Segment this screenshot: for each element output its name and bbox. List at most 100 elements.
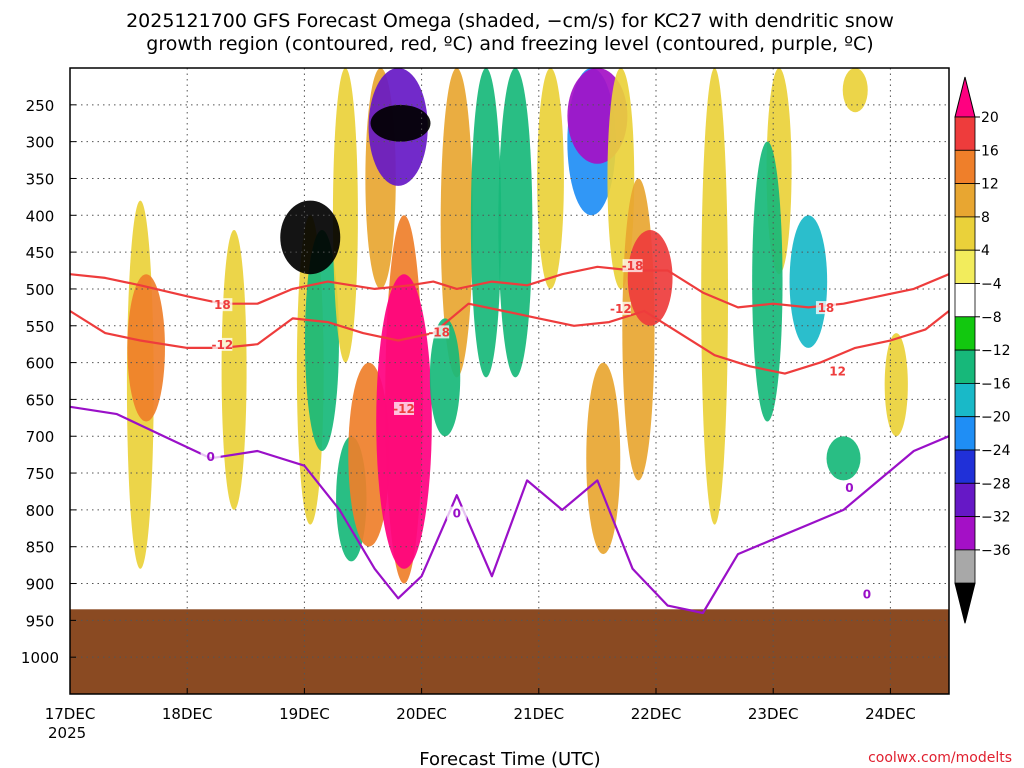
colorbar-label-7: −12 <box>981 343 1011 359</box>
omega-blob-24 <box>627 230 673 326</box>
colorbar-label-1: 16 <box>981 143 999 159</box>
y-tick-label-400: 400 <box>26 207 55 225</box>
colorbar-swatch-10 <box>954 449 976 484</box>
colorbar-swatch-0 <box>954 116 976 151</box>
y-tick-label-600: 600 <box>26 355 55 373</box>
colorbar-label-5: −4 <box>981 277 1002 293</box>
omega-blob-25 <box>701 68 728 525</box>
colorbar-label-9: −20 <box>981 410 1011 426</box>
x-tick-label-0: 17DEC <box>45 705 96 723</box>
y-tick-label-450: 450 <box>26 244 55 262</box>
y-tick-label-950: 950 <box>26 612 55 630</box>
colorbar-top-arrow <box>954 76 976 118</box>
x-tick-label-7: 24DEC <box>865 705 916 723</box>
colorbar-label-6: −8 <box>981 310 1002 326</box>
colorbar-swatch-6 <box>954 316 976 351</box>
colorbar: 20 16 12 8 4 −4 −8 −12 −16 −20 −24 −28 −32 −36 <box>954 76 1011 624</box>
y-tick-label-650: 650 <box>26 391 55 409</box>
omega-blob-14 <box>440 68 473 378</box>
y-tick-label-900: 900 <box>26 576 55 594</box>
omega-blob-17 <box>498 68 533 378</box>
x-axis-year: 2025 <box>48 724 86 742</box>
omega-blob-18 <box>537 68 564 289</box>
omega-blob-1 <box>127 274 165 422</box>
contour-label-bg-3 <box>815 301 836 315</box>
colorbar-label-12: −32 <box>981 510 1011 526</box>
omega-blob-30 <box>842 68 868 113</box>
colorbar-swatch-2 <box>954 183 976 218</box>
contour-2 <box>70 405 949 615</box>
omega-blob-27 <box>752 141 783 422</box>
omega-blob-28 <box>789 215 828 348</box>
gridlines <box>70 68 949 694</box>
colorbar-label-13: −36 <box>981 543 1011 559</box>
colorbar-swatch-5 <box>954 283 976 318</box>
colorbar-swatch-13 <box>954 549 976 584</box>
contour-label-bg-1 <box>429 325 450 339</box>
colorbar-label-0: 20 <box>981 110 999 126</box>
x-axis: 17DEC 18DEC 19DEC 20DEC 21DEC 22DEC 23DEC 24DEC <box>45 688 916 723</box>
x-tick-label-4: 21DEC <box>514 705 565 723</box>
contour-label-bg-9 <box>446 506 467 520</box>
plot-frame <box>69 67 950 695</box>
x-tick-label-5: 22DEC <box>631 705 682 723</box>
title-line-2: growth region (contoured, red, ºC) and f… <box>146 33 873 55</box>
contour-label-11: 0 <box>863 588 871 602</box>
y-tick-label-700: 700 <box>26 428 55 446</box>
contour-label-9: 0 <box>453 507 461 521</box>
contour-label-bg-4 <box>212 337 233 351</box>
colorbar-label-8: −16 <box>981 376 1011 392</box>
title-line-1: 2025121700 GFS Forecast Omega (shaded, −… <box>126 10 894 32</box>
omega-blob-11 <box>280 200 341 275</box>
y-tick-label-800: 800 <box>26 502 55 520</box>
contour-label-6: -12 <box>610 302 632 316</box>
colorbar-swatch-1 <box>954 149 976 185</box>
y-tick-label-850: 850 <box>26 539 55 557</box>
omega-blob-29 <box>826 436 861 481</box>
x-tick-label-2: 19DEC <box>279 705 330 723</box>
contour-label-bg-10 <box>839 480 860 494</box>
y-tick-label-550: 550 <box>26 318 55 336</box>
omega-blob-22 <box>586 362 621 555</box>
omega-blob-10 <box>370 104 431 142</box>
colorbar-label-4: 4 <box>981 243 990 259</box>
y-axis: 250 300 350 400 450 500 550 600 650 700 750 800 850 9… <box>21 97 76 667</box>
x-axis-label: Forecast Time (UTC) <box>419 749 600 768</box>
y-tick-label-1000: 1000 <box>21 649 59 667</box>
x-tick-label-6: 23DEC <box>748 705 799 723</box>
y-tick-label-250: 250 <box>26 97 55 115</box>
contour-label-0: 18 <box>214 298 231 312</box>
contour-labels: 18 -18 -18 18 -12 -12 -12 12 0 0 0 0 <box>200 259 877 602</box>
omega-blob-16 <box>470 68 502 378</box>
colorbar-swatch-7 <box>954 349 976 384</box>
ground-fill <box>70 609 949 694</box>
omega-blob-13 <box>376 274 432 569</box>
omega-blob-2 <box>221 230 247 510</box>
credit-text: coolwx.com/modelts <box>868 750 1012 766</box>
contour-label-bg-5 <box>394 401 415 415</box>
y-tick-label-300: 300 <box>26 134 55 152</box>
contour-label-bg-7 <box>827 364 848 378</box>
ground-layer <box>70 609 949 694</box>
y-tick-label-350: 350 <box>26 170 55 188</box>
colorbar-bottom-arrow <box>954 582 976 624</box>
contour-label-3: 18 <box>818 301 835 315</box>
colorbar-swatch-11 <box>954 482 976 517</box>
contour-label-1: -18 <box>428 325 450 339</box>
x-tick-label-1: 18DEC <box>162 705 213 723</box>
contour-label-4: -12 <box>212 338 234 352</box>
contour-label-bg-6 <box>610 301 631 315</box>
colorbar-label-2: 12 <box>981 177 999 193</box>
contour-label-10: 0 <box>845 481 853 495</box>
omega-blob-15 <box>429 318 461 437</box>
contour-label-7: 12 <box>829 364 846 378</box>
contour-label-8: 0 <box>206 450 214 464</box>
colorbar-label-10: −24 <box>981 443 1011 459</box>
contour-label-bg-2 <box>622 259 643 273</box>
x-tick-label-3: 20DEC <box>396 705 447 723</box>
colorbar-swatch-12 <box>954 516 976 551</box>
colorbar-swatch-8 <box>954 382 976 418</box>
y-tick-label-500: 500 <box>26 281 55 299</box>
contour-label-5: -12 <box>393 402 415 416</box>
